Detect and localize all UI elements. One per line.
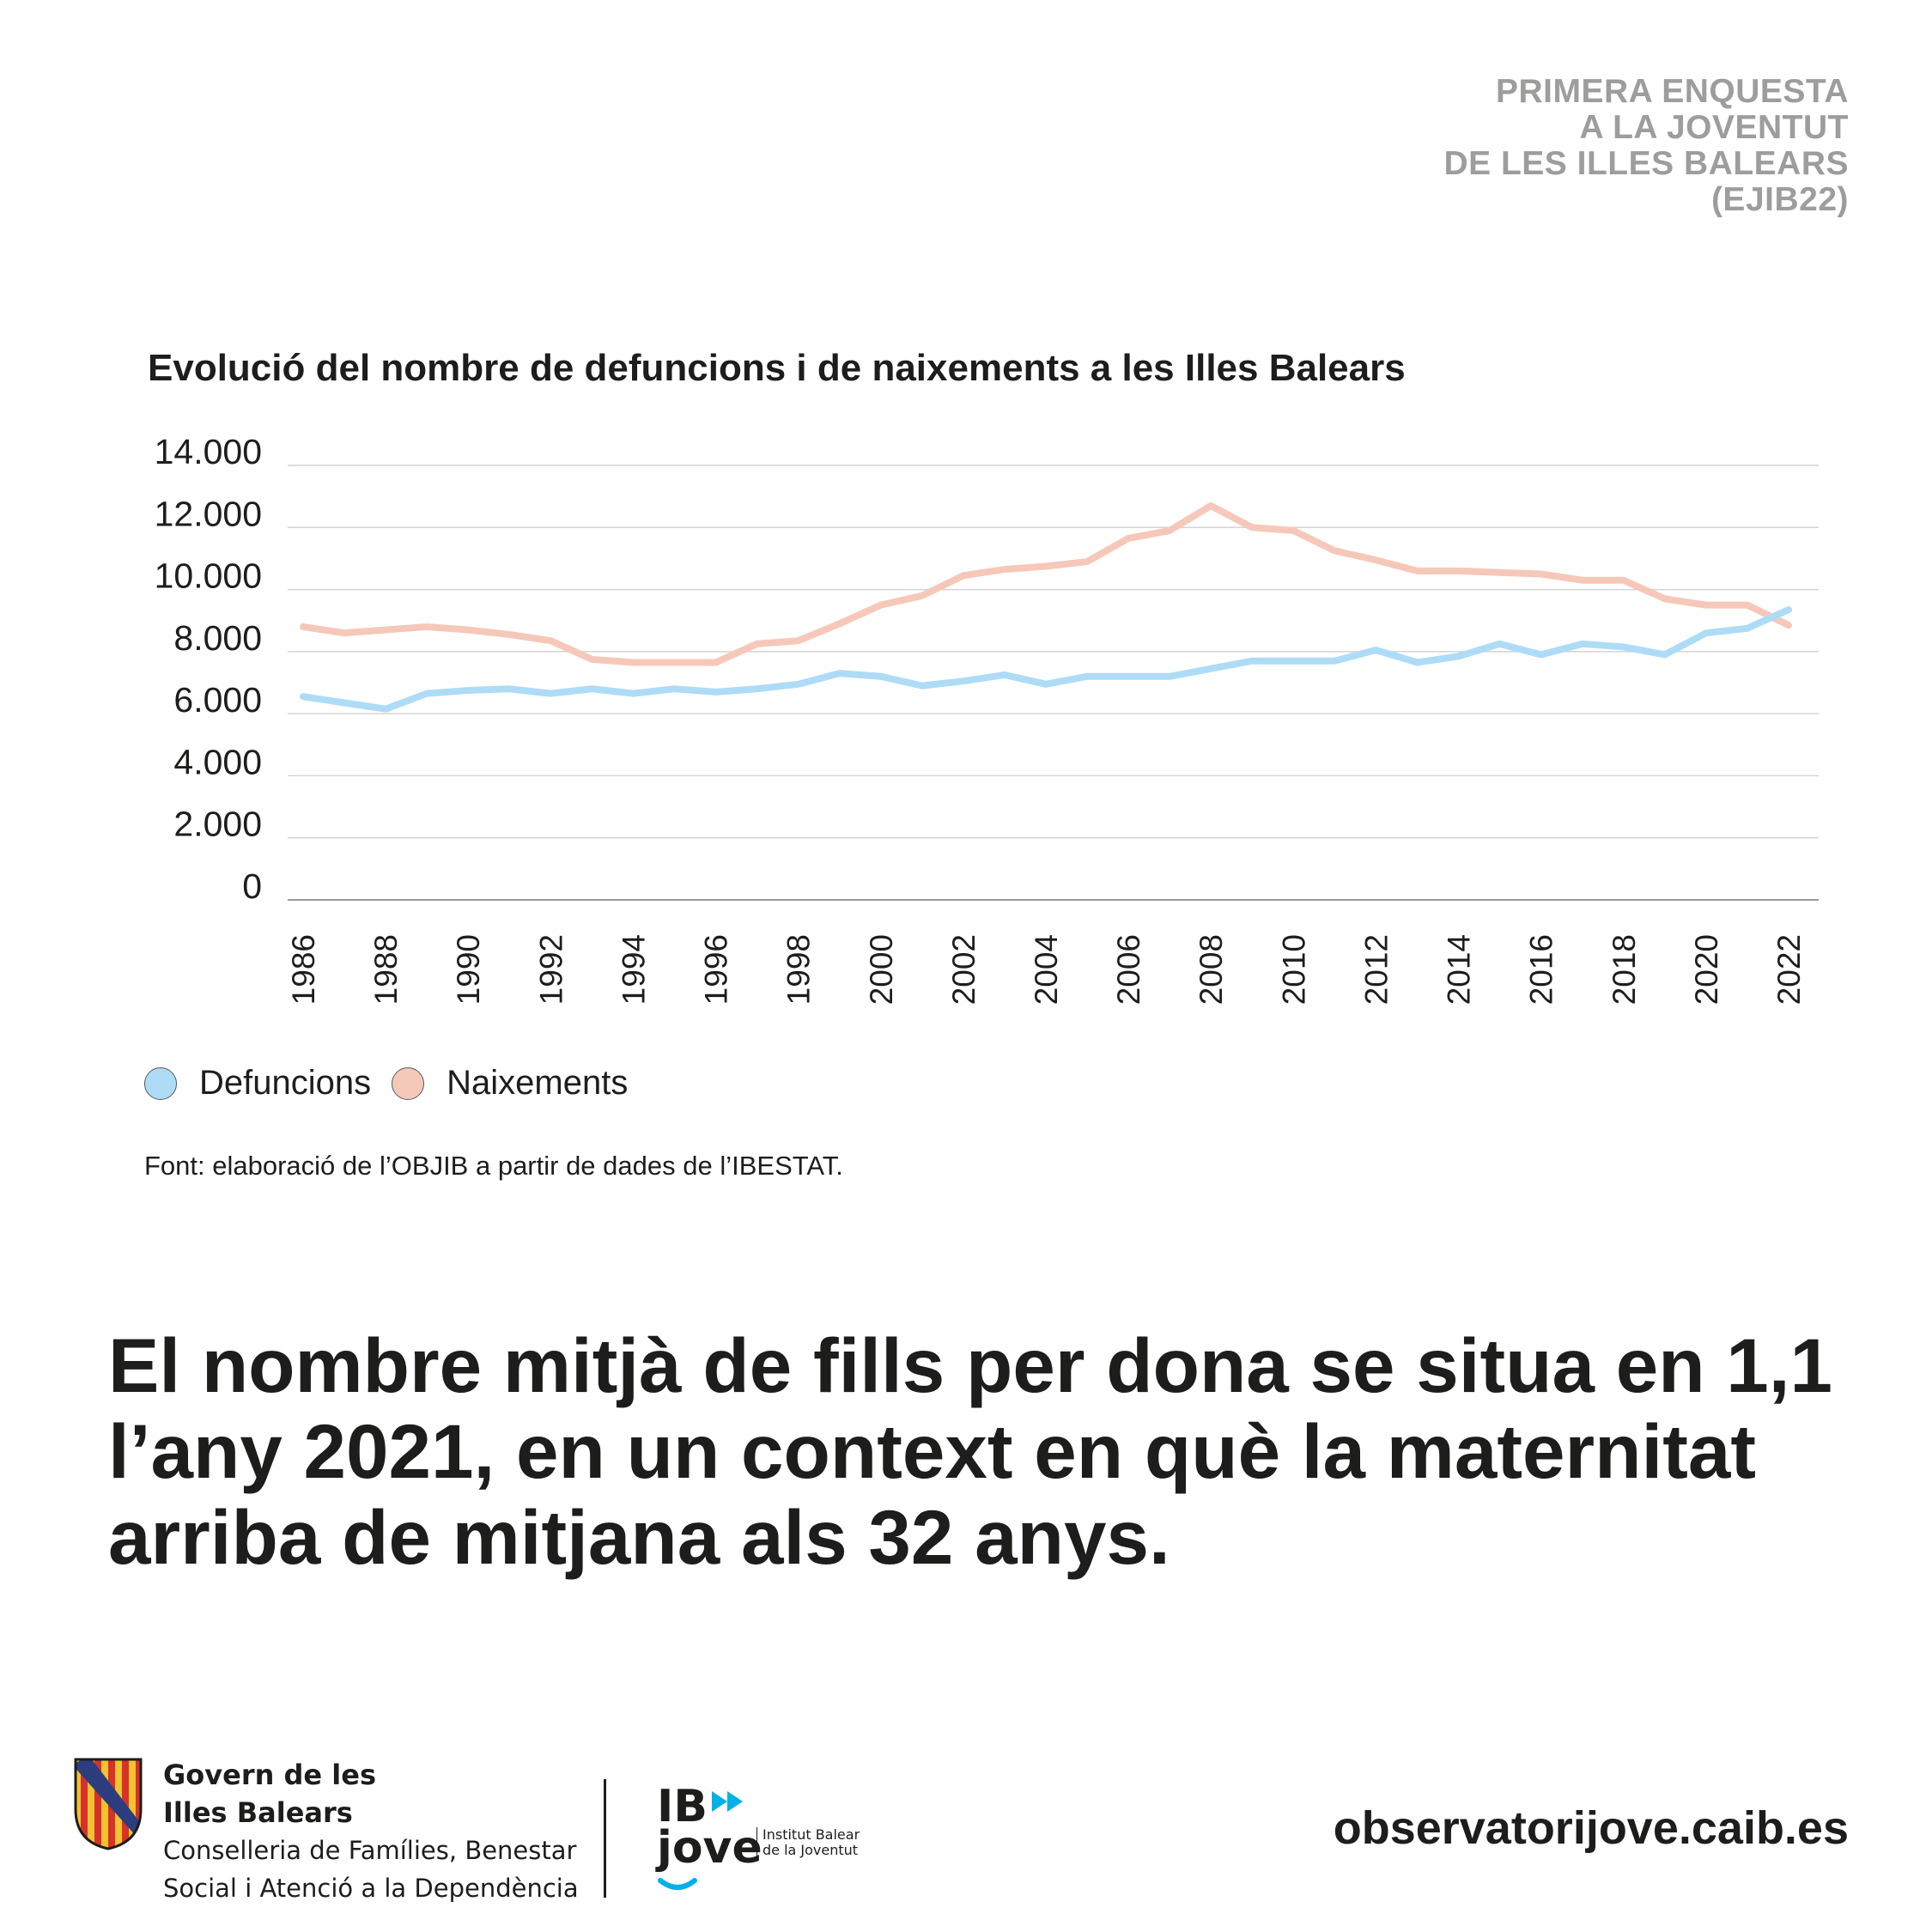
govern-logo: Govern de les Illes Balears Conselleria … [72, 1756, 579, 1907]
y-tick-label: 0 [242, 866, 262, 906]
survey-title-line: PRIMERA ENQUESTA [1495, 73, 1849, 110]
x-tick-label: 2000 [864, 934, 899, 1005]
ibjove-text: IB [657, 1781, 708, 1832]
x-tick-label: 2004 [1029, 934, 1064, 1005]
headline-line: arriba de mitjana als 32 anys. [108, 1494, 1170, 1580]
x-tick-label: 2022 [1771, 934, 1807, 1005]
x-tick-label: 1996 [699, 934, 734, 1005]
x-tick-label: 1986 [286, 934, 321, 1005]
legend-item-naixements: Naixements [392, 1064, 628, 1103]
survey-title-line: A LA JOVENTUT [1579, 109, 1849, 146]
x-tick-label: 1992 [533, 934, 568, 1005]
x-tick-label: 2020 [1689, 934, 1724, 1005]
x-tick-label: 1988 [368, 934, 404, 1005]
ibjove-logo: IB jove Institut Balear de la Joventut [641, 1779, 860, 1891]
x-tick-label: 1990 [451, 934, 486, 1005]
survey-title-line: DE LES ILLES BALEARS [1443, 145, 1849, 182]
x-axis-ticks: 1986 1988 1990 1992 1994 1996 1998 2000 2002 2004… [286, 934, 1807, 1005]
ibjove-mark: IB jove [641, 1779, 762, 1891]
x-tick-label: 2012 [1358, 934, 1394, 1005]
govern-name: Illes Balears [163, 1796, 353, 1829]
survey-title: PRIMERA ENQUESTA A LA JOVENTUT DE LES IL… [1443, 74, 1849, 218]
headline: El nombre mitjà de fills per dona se sit… [108, 1322, 1843, 1580]
x-tick-label: 2008 [1194, 934, 1229, 1005]
series-line-naixements [300, 501, 1792, 666]
ibjove-text: jove [657, 1822, 762, 1874]
play-arrows-icon [658, 1791, 743, 1890]
y-tick-label: 4.000 [173, 742, 262, 781]
y-tick-label: 14.000 [155, 432, 262, 471]
govern-text: Govern de les Illes Balears Conselleria … [163, 1756, 579, 1907]
ibjove-institute: Institut Balear de la Joventut [756, 1827, 860, 1858]
x-tick-label: 2016 [1524, 934, 1559, 1005]
y-tick-label: 12.000 [155, 494, 262, 533]
govern-name: Govern de les [163, 1759, 376, 1791]
legend-label: Naixements [447, 1064, 629, 1102]
ibjove-institute-line: de la Joventut [762, 1842, 859, 1858]
x-tick-label: 2002 [946, 934, 981, 1005]
legend-item-defuncions: Defuncions [144, 1064, 371, 1103]
x-tick-label: 1994 [616, 934, 651, 1005]
x-tick-label: 2010 [1276, 934, 1311, 1005]
series-line-defuncions [300, 606, 1792, 713]
chart-title: Evolució del nombre de defuncions i de n… [148, 347, 1406, 389]
chart-legend: Defuncions Naixements [144, 1064, 648, 1103]
chart-gridlines [288, 465, 1819, 901]
x-tick-label: 2006 [1111, 934, 1146, 1005]
x-tick-label: 2018 [1607, 934, 1642, 1005]
y-tick-label: 10.000 [155, 556, 262, 596]
coat-of-arms-icon [74, 1758, 143, 1850]
source-note: Font: elaboració de l’OBJIB a partir de … [144, 1151, 843, 1181]
legend-label: Defuncions [199, 1064, 372, 1102]
footer-divider [604, 1779, 606, 1898]
legend-swatch-naixements [392, 1066, 425, 1100]
ibjove-institute-line: Institut Balear [762, 1826, 860, 1843]
govern-department: Conselleria de Famílies, Benestar [163, 1836, 577, 1865]
headline-line: El nombre mitjà de fills per dona se sit… [108, 1322, 1833, 1408]
x-tick-label: 1998 [781, 934, 817, 1005]
survey-title-line: (EJIB22) [1710, 181, 1849, 218]
y-tick-label: 2.000 [173, 805, 262, 844]
chart-series [300, 501, 1792, 713]
legend-swatch-defuncions [144, 1066, 177, 1100]
website-link[interactable]: observatorijove.caib.es [1333, 1802, 1849, 1854]
y-tick-label: 6.000 [173, 680, 262, 720]
x-tick-label: 2014 [1442, 934, 1477, 1005]
govern-department: Social i Atenció a la Dependència [163, 1874, 579, 1903]
headline-line: l’any 2021, en un context en què la mate… [108, 1408, 1757, 1494]
y-axis-ticks: 0 2.000 4.000 6.000 8.000 10.000 12.000 14.000 [155, 432, 262, 906]
y-tick-label: 8.000 [173, 618, 262, 658]
